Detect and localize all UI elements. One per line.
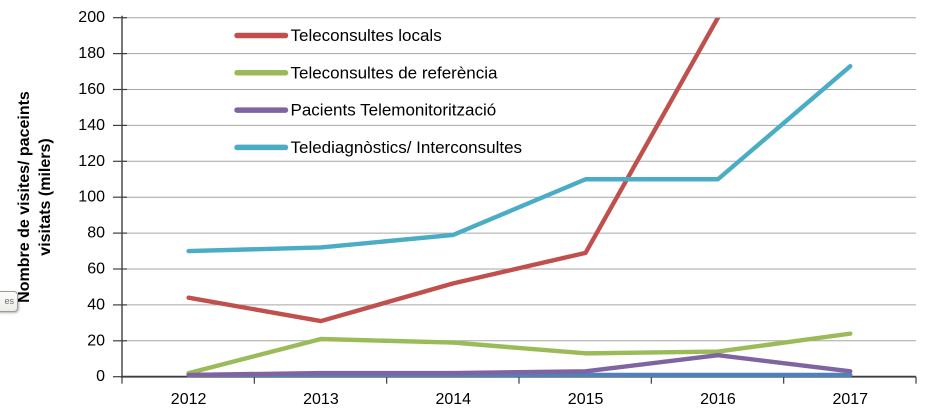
edge-button[interactable]: es (0, 291, 18, 312)
y-tick-label: 20 (87, 332, 105, 349)
y-axis-title-line: Nombre de visites/ paceints (16, 91, 33, 303)
x-tick-label: 2015 (568, 391, 604, 408)
x-tick-label: 2014 (435, 391, 471, 408)
y-axis-title-line: visitats (milers) (37, 138, 54, 255)
legend-label-pacients-telemonitoritzacio: Pacients Telemonitorització (291, 101, 497, 120)
y-tick-label: 0 (96, 368, 105, 385)
series-line-pacients-telemonitoritzacio (186, 352, 853, 378)
legend-label-teleconsultes-locals: Teleconsultes locals (291, 26, 442, 45)
series-line-telediagnostics-interconsultes (186, 63, 853, 254)
series-line-teleconsultes-locals (186, 17, 721, 324)
y-tick-label: 160 (78, 81, 105, 98)
x-tick-label: 2013 (303, 391, 339, 408)
y-tick-label: 140 (78, 117, 105, 134)
x-tick-label: 2016 (700, 391, 736, 408)
y-tick-label: 180 (78, 45, 105, 62)
legend-label-teleconsultes-de-referencia: Teleconsultes de referència (291, 63, 499, 82)
y-tick-label: 60 (87, 261, 105, 278)
series-line-teleconsultes-de-referencia (186, 331, 853, 376)
x-tick-label: 2017 (832, 391, 868, 408)
y-tick-label: 200 (78, 9, 105, 26)
legend-label-telediagnostics-interconsultes: Telediagnòstics/ Interconsultes (291, 138, 523, 157)
y-tick-label: 100 (78, 189, 105, 206)
y-tick-label: 120 (78, 153, 105, 170)
y-tick-label: 40 (87, 296, 105, 313)
x-tick-label: 2012 (171, 391, 207, 408)
y-tick-label: 80 (87, 225, 105, 242)
edge-button-label: es (4, 296, 14, 306)
